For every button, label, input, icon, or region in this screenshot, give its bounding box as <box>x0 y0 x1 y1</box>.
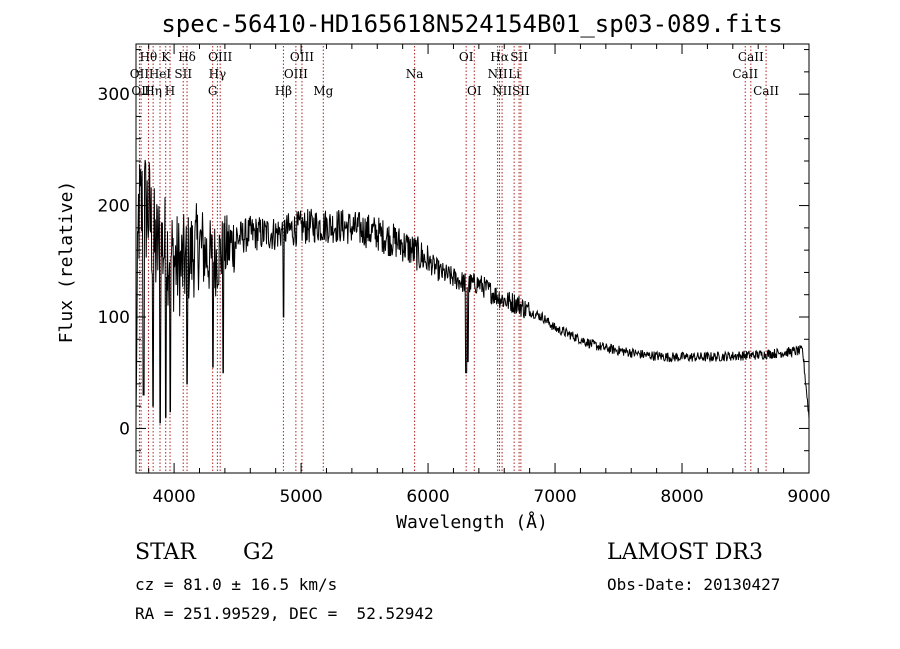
spectral-line-label: Hθ <box>140 50 158 64</box>
spectral-line-label: Hγ <box>209 67 227 81</box>
spectral-line-label: SII <box>174 67 192 81</box>
y-tick-label: 100 <box>98 308 130 328</box>
spectral-line-label: H <box>165 84 175 98</box>
spectral-line-label: OII <box>130 67 150 81</box>
chart-title: spec-56410-HD165618N524154B01_sp03-089.f… <box>161 10 782 38</box>
spectral-line-label: OI <box>459 50 474 64</box>
coordinates-readout: RA = 251.99529, DEC = 52.52942 <box>135 604 434 623</box>
x-tick-label: 6000 <box>406 487 449 507</box>
spectral-line-label: Hδ <box>178 50 196 64</box>
axis-ticks: 4000 5000 6000 7000 8000 9000 0 100 200 300 <box>98 44 831 507</box>
x-tick-label: 5000 <box>279 487 322 507</box>
x-tick-label: 9000 <box>787 487 830 507</box>
spectral-line-label: G <box>208 84 218 98</box>
y-tick-label: 0 <box>119 419 130 439</box>
x-axis-label: Wavelength (Å) <box>396 511 548 533</box>
spectral-line-label: Hη <box>144 84 162 98</box>
spectral-line-label: OI <box>467 84 482 98</box>
x-tick-label: 4000 <box>152 487 195 507</box>
spectrum-series-line <box>135 159 810 424</box>
spectral-line-label: Na <box>406 67 424 81</box>
spectral-line-label: NII <box>492 84 512 98</box>
spectral-line-label: CaII <box>732 67 758 81</box>
survey-name: LAMOST DR3 <box>607 540 763 565</box>
x-tick-label: 7000 <box>533 487 576 507</box>
spectral-line-labels: OIIOIIHθHηHeIKHSIIHδGHγOIIIHβOIIIOIIIMgN… <box>130 50 779 98</box>
spectral-line-label: K <box>161 50 171 64</box>
spectral-line-label: Mg <box>313 84 333 98</box>
spectral-line-label: SII <box>512 84 530 98</box>
spectral-line-label: Hα <box>490 50 509 64</box>
spectral-line-label: NII <box>488 67 508 81</box>
y-axis-label: Flux (relative) <box>56 181 77 344</box>
y-tick-label: 300 <box>98 85 130 105</box>
x-tick-label: 8000 <box>660 487 703 507</box>
spectral-line-label: Li <box>508 67 520 81</box>
redshift-readout: cz = 81.0 ± 16.5 km/s <box>135 575 338 594</box>
spectral-line-label: HeI <box>149 67 172 81</box>
spectral-line-markers <box>138 46 767 471</box>
spectral-line-label: OIII <box>208 50 232 64</box>
y-tick-label: 200 <box>98 197 130 217</box>
observation-date: Obs-Date: 20130427 <box>607 575 781 594</box>
object-subclass: G2 <box>243 540 275 565</box>
spectral-line-label: CaII <box>753 84 779 98</box>
spectral-line-label: OIII <box>290 50 314 64</box>
spectral-line-label: SII <box>510 50 528 64</box>
spectral-line-label: CaII <box>738 50 764 64</box>
spectral-line-label: OIII <box>284 67 308 81</box>
object-class: STAR <box>135 540 196 565</box>
spectral-line-label: Hβ <box>275 84 292 98</box>
plot-frame <box>135 43 810 474</box>
